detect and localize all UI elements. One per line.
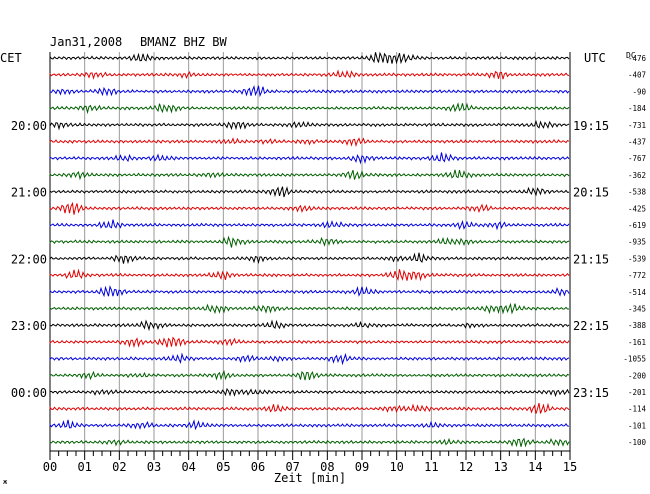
seismic-trace [49,302,569,315]
seismic-trace [49,186,570,198]
seismic-trace [49,402,570,414]
side-labels: 20:00 21:00 22:00 23:00 00:00 19:15 20:15 21:15… [11,54,647,447]
seismic-trace [49,369,570,381]
x-tick-label: 08 [320,460,334,474]
x-tick-label: 05 [216,460,230,474]
dc-offset-label: -184 [628,104,647,113]
x-tick-label: 01 [77,460,91,474]
seismic-trace [49,352,570,366]
dc-offset-label: -114 [628,405,647,414]
seismic-trace [49,285,570,298]
station-label: BMANZ BHZ BW [140,35,227,49]
seismic-trace [49,201,570,215]
dc-offset-label: -425 [628,204,646,213]
seismic-trace [49,268,570,282]
seismic-trace [49,387,570,398]
seismic-trace [49,152,570,165]
corner-mark: ж [3,478,8,486]
x-axis-title: Zeit [min] [274,471,346,485]
dc-offset-label: -731 [628,121,646,130]
trace-group [49,51,570,448]
dc-offset-label: -539 [628,254,646,263]
seismic-trace [49,336,570,349]
seismic-trace [49,102,570,115]
right-time-label: 20:15 [573,186,609,200]
dc-offset-label: -407 [628,71,646,80]
dc-offset-label: -538 [628,188,647,197]
x-axis: 00 01 02 03 04 05 06 07 08 09 10 11 12 13 14 15 [43,450,577,474]
seismic-trace [49,169,570,181]
left-time-label: 21:00 [11,186,47,200]
x-tick-label: 09 [355,460,369,474]
left-timezone-label: CET [0,51,22,65]
dc-offset-label: -767 [628,154,646,163]
dc-offset-label: -772 [628,271,646,280]
date-label: Jan31,2008 [50,35,122,49]
x-tick-label: 13 [493,460,507,474]
x-tick-label: 02 [112,460,126,474]
dc-offset-label: -345 [628,305,646,314]
dc-offset-label: -388 [628,321,647,330]
seismic-trace [49,69,570,80]
dc-offset-label: -201 [628,388,646,397]
dc-offset-label: -100 [628,438,647,447]
x-tick-label: 07 [285,460,299,474]
x-tick-label: 04 [181,460,195,474]
dc-offset-label: -1055 [623,355,646,364]
right-time-label: 21:15 [573,252,609,266]
seismic-trace [49,235,570,248]
seismic-trace [49,85,570,98]
x-tick-label: 12 [459,460,473,474]
seismic-trace [49,437,570,448]
dc-offset-label: -161 [628,338,646,347]
dc-offset-label: -200 [628,371,647,380]
dc-offset-label: -437 [628,138,646,147]
x-tick-label: 11 [424,460,438,474]
x-tick-label: 15 [563,460,577,474]
seismic-trace [49,51,570,65]
right-time-label: 22:15 [573,319,609,333]
dc-offset-label: -514 [628,288,647,297]
dc-offset-label: -90 [632,87,646,96]
left-time-label: 22:00 [11,252,47,266]
x-tick-label: 14 [528,460,542,474]
dc-label: DC [626,51,636,60]
x-tick-label: 03 [147,460,161,474]
x-tick-label: 10 [389,460,403,474]
dc-offset-label: -935 [628,238,646,247]
seismic-trace [49,119,570,131]
right-timezone-label: UTC [584,51,606,65]
left-time-label: 20:00 [11,119,47,133]
right-time-label: 23:15 [573,386,609,400]
seismic-trace [49,419,570,431]
seismic-trace [49,219,570,231]
dc-offset-label: -101 [628,421,646,430]
seismic-trace [49,319,570,332]
left-time-label: 00:00 [11,386,47,400]
right-time-label: 19:15 [573,119,609,133]
grid-lines [84,52,536,451]
x-tick-label: 00 [43,460,57,474]
x-tick-label: 06 [251,460,265,474]
dc-offset-label: -362 [628,171,646,180]
left-time-label: 23:00 [11,319,47,333]
seismic-trace [49,137,570,148]
seismic-trace [49,252,570,265]
dc-offset-label: -619 [628,221,646,230]
dc-offset-label: -476 [628,54,647,63]
